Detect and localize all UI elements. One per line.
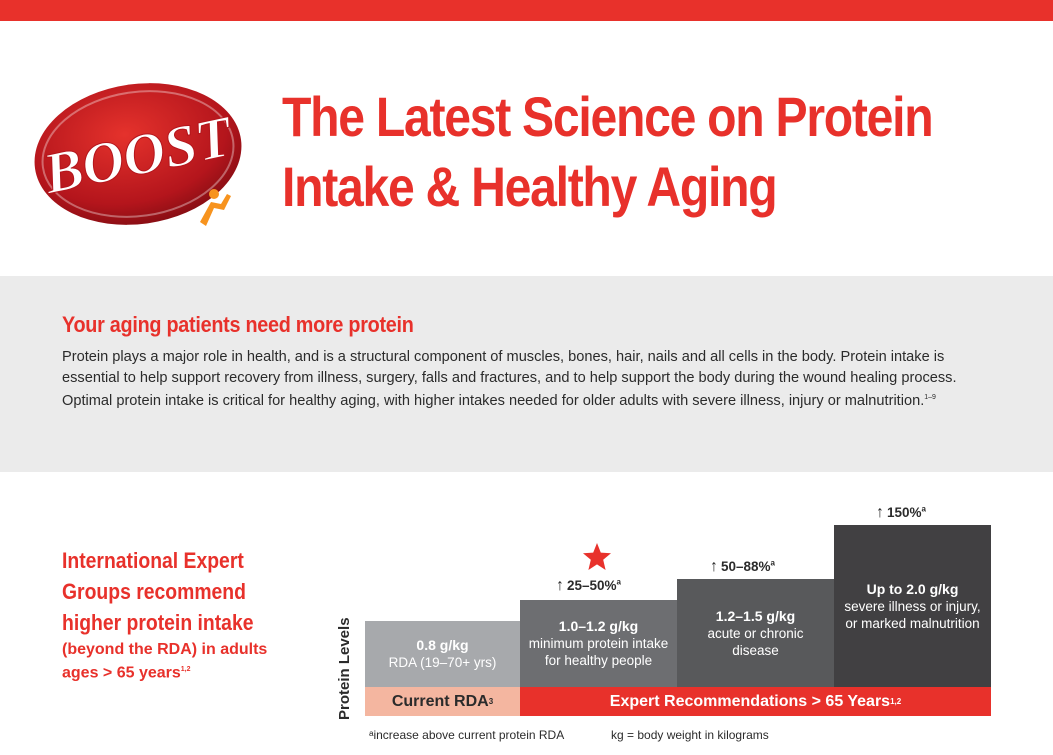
increase-marker-disease: a <box>770 558 775 568</box>
sidebar-subheading: (beyond the RDA) in adults ages > 65 yea… <box>62 640 302 683</box>
sidebar-sub-text: (beyond the RDA) in adults ages > 65 yea… <box>62 641 268 682</box>
bar-rda-amount: 0.8 g/kg <box>416 637 469 653</box>
current-rda-band: Current RDA 3 <box>365 687 520 716</box>
top-accent-bar <box>0 0 1053 21</box>
increase-label-severe: ↑ 150%a <box>876 504 926 522</box>
title-line-2: Intake & Healthy Aging <box>282 155 778 218</box>
intro-body: Protein plays a major role in health, an… <box>62 347 982 411</box>
title-line-1: The Latest Science on Protein <box>282 85 934 148</box>
bar-disease-amount: 1.2–1.5 g/kg <box>715 607 796 624</box>
bar-rda: 0.8 g/kg RDA (19–70+ yrs) <box>365 621 520 687</box>
intro-heading: Your aging patients need more protein <box>62 312 414 337</box>
y-axis-label: Protein Levels <box>336 617 353 720</box>
current-rda-ref: 3 <box>488 697 494 706</box>
arrow-up-icon: ↑ <box>710 558 718 575</box>
intro-body-ref: 1–9 <box>924 394 936 401</box>
bar-disease: 1.2–1.5 g/kg acute or chronic disease <box>677 579 834 687</box>
bar-healthy-description: minimum protein intake for healthy peopl… <box>528 636 669 668</box>
increase-label-healthy: ↑ 25–50%a <box>556 577 621 595</box>
arrow-up-icon: ↑ <box>556 577 564 594</box>
intro-body-text: Protein plays a major role in health, an… <box>62 349 957 409</box>
bar-healthy: 1.0–1.2 g/kg minimum protein intake for … <box>520 600 677 687</box>
current-rda-label: Current RDA <box>391 692 489 710</box>
bar-severe-description: severe illness or injury, or marked maln… <box>844 598 981 631</box>
star-icon <box>583 543 611 570</box>
increase-marker-healthy: a <box>616 577 621 587</box>
bar-healthy-amount: 1.0–1.2 g/kg <box>558 618 639 634</box>
increase-label-disease: ↑ 50–88%a <box>710 558 775 576</box>
bar-rda-description: RDA (19–70+ yrs) <box>388 655 497 670</box>
expert-recommendations-label: Expert Recommendations > 65 Years <box>609 692 891 710</box>
expert-recommendations-ref: 1,2 <box>890 697 902 706</box>
increase-value-healthy: 25–50% <box>567 578 617 593</box>
footnote-increase: ᵃincrease above current protein RDA <box>369 728 565 742</box>
increase-marker-severe: a <box>921 504 926 514</box>
arrow-up-icon: ↑ <box>876 504 884 521</box>
increase-value-disease: 50–88% <box>721 559 771 574</box>
increase-value-severe: 150% <box>887 505 922 520</box>
intro-section <box>0 276 1053 472</box>
bar-disease-description: acute or chronic disease <box>707 625 804 658</box>
footnote-kg: kg = body weight in kilograms <box>611 728 769 742</box>
sidebar-sub-ref: 1,2 <box>180 666 191 673</box>
sidebar-heading: International Expert Groups recommend hi… <box>62 548 254 635</box>
bar-severe: Up to 2.0 g/kg severe illness or injury,… <box>834 525 991 687</box>
boost-logo: BOOST <box>34 83 242 226</box>
expert-recommendations-band: Expert Recommendations > 65 Years 1,2 <box>520 687 991 716</box>
page-title: The Latest Science on Protein Intake & H… <box>282 82 934 222</box>
bar-severe-amount: Up to 2.0 g/kg <box>866 580 959 597</box>
